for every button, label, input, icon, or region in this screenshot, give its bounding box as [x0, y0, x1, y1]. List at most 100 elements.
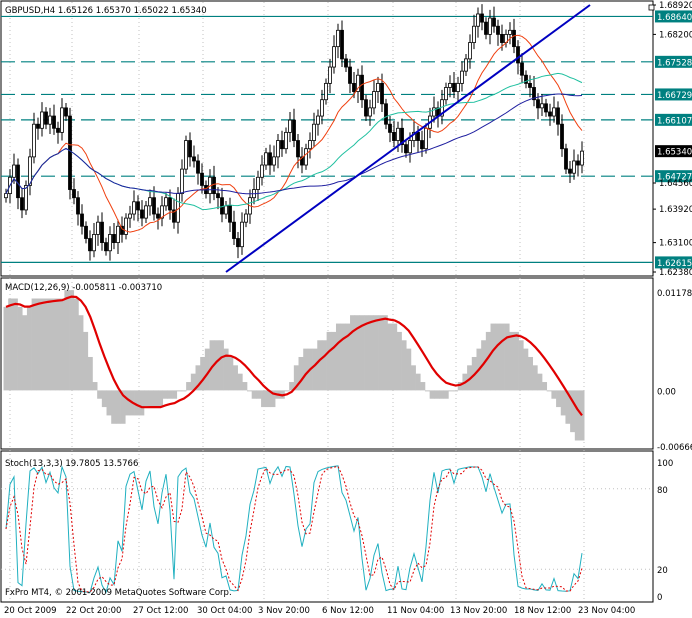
candle-body [372, 91, 376, 109]
macd-histogram-bar [509, 331, 515, 391]
macd-histogram-bar [17, 306, 23, 391]
macd-histogram-bar [542, 382, 548, 391]
macd-histogram-bar [83, 331, 89, 391]
macd-histogram-bar [340, 323, 346, 391]
ma-fast-line [5, 34, 583, 233]
macd-histogram-bar [579, 390, 585, 441]
candle-body [124, 217, 128, 235]
candle-body [144, 205, 148, 219]
candle-body [292, 119, 296, 141]
macd-histogram-bar [50, 298, 56, 391]
candle-body [528, 82, 532, 88]
macd-histogram-bar [303, 348, 309, 391]
candle-body [488, 17, 492, 35]
candle-body [508, 29, 512, 35]
macd-histogram-bar [448, 390, 454, 392]
macd-histogram-bar [162, 390, 168, 399]
macd-histogram-bar [143, 390, 149, 408]
macd-histogram-bar [523, 348, 529, 391]
candle-body [28, 156, 32, 186]
macd-axis-label: 0.00 [657, 387, 676, 397]
trendline[interactable] [225, 4, 591, 273]
price-level-tag [655, 256, 692, 269]
macd-histogram-bar [69, 290, 75, 391]
candle-body [460, 70, 464, 84]
ma-slow-line [5, 93, 583, 195]
candle-body [128, 213, 132, 219]
time-axis-label: 30 Oct 04:00 [197, 606, 252, 616]
macd-histogram-bar [22, 315, 28, 391]
candle-body [564, 148, 568, 170]
candle-body [344, 58, 348, 68]
macd-histogram-bar [345, 323, 351, 391]
macd-histogram-bar [284, 390, 290, 392]
macd-histogram-bar [106, 390, 112, 416]
candle-body [44, 111, 48, 125]
candle-body [408, 140, 412, 154]
candle-body [364, 99, 368, 117]
candle-body [544, 103, 548, 113]
price-level-label: 1.67528 [657, 58, 692, 68]
candle-body [452, 82, 456, 92]
copyright-text: FxPro MT4, © 2001-2009 MetaQuotes Softwa… [5, 588, 232, 598]
macd-histogram-bar [546, 390, 552, 392]
candle-body [304, 148, 308, 166]
time-axis-label: 18 Nov 12:00 [514, 606, 571, 616]
macd-histogram-bar [223, 348, 229, 391]
macd-histogram-bar [111, 390, 117, 424]
macd-panel-frame [0, 277, 654, 450]
candle-body [40, 111, 44, 129]
candle-body [456, 82, 460, 92]
macd-histogram-bar [364, 315, 370, 391]
macd-histogram-bar [3, 306, 9, 391]
time-axis-label: 3 Nov 20:00 [258, 606, 310, 616]
candle-body [80, 213, 84, 227]
candle-body [60, 107, 64, 133]
candle-body [536, 99, 540, 109]
candle-body [236, 238, 240, 248]
macd-histogram-bar [209, 340, 215, 391]
macd-histogram-bar [26, 306, 32, 391]
macd-histogram-bar [31, 298, 37, 391]
candle-body [132, 201, 136, 215]
macd-histogram-bar [382, 315, 388, 391]
candle-body [424, 127, 428, 150]
candle-body [140, 209, 144, 219]
candle-body [240, 221, 244, 248]
price-panel-frame [0, 0, 654, 277]
candle-body [68, 115, 72, 190]
macd-histogram-bar [499, 323, 505, 391]
macd-histogram-bar [513, 331, 519, 391]
candle-body [288, 119, 292, 133]
macd-histogram-bar [392, 323, 398, 391]
candle-body [556, 107, 560, 125]
candle-body [260, 164, 264, 178]
candle-body [300, 156, 304, 166]
candle-body [276, 140, 280, 158]
candle-body [468, 42, 472, 60]
trendline-handle[interactable] [648, 4, 655, 11]
candle-body [444, 87, 448, 101]
candle-body [24, 185, 28, 211]
price-axis-label: 1.68920 [659, 1, 692, 11]
macd-histogram-bar [92, 382, 98, 391]
candle-body [4, 193, 8, 199]
price-level-tag [655, 88, 692, 101]
candle-body [200, 172, 204, 186]
macd-histogram-bar [167, 390, 173, 399]
macd-histogram-bar [289, 382, 295, 391]
candle-body [108, 234, 112, 252]
candle-body [168, 197, 172, 211]
macd-histogram-bar [396, 331, 402, 391]
price-level-label: 1.68640 [657, 13, 692, 23]
macd-histogram-bar [265, 390, 271, 408]
time-axis-label: 23 Nov 04:00 [578, 606, 635, 616]
candle-body [320, 99, 324, 117]
candle-body [180, 168, 184, 195]
candle-body [552, 107, 556, 117]
candle-body [268, 152, 272, 166]
candle-body [416, 131, 420, 141]
price-level-label: 1.66729 [657, 91, 692, 101]
